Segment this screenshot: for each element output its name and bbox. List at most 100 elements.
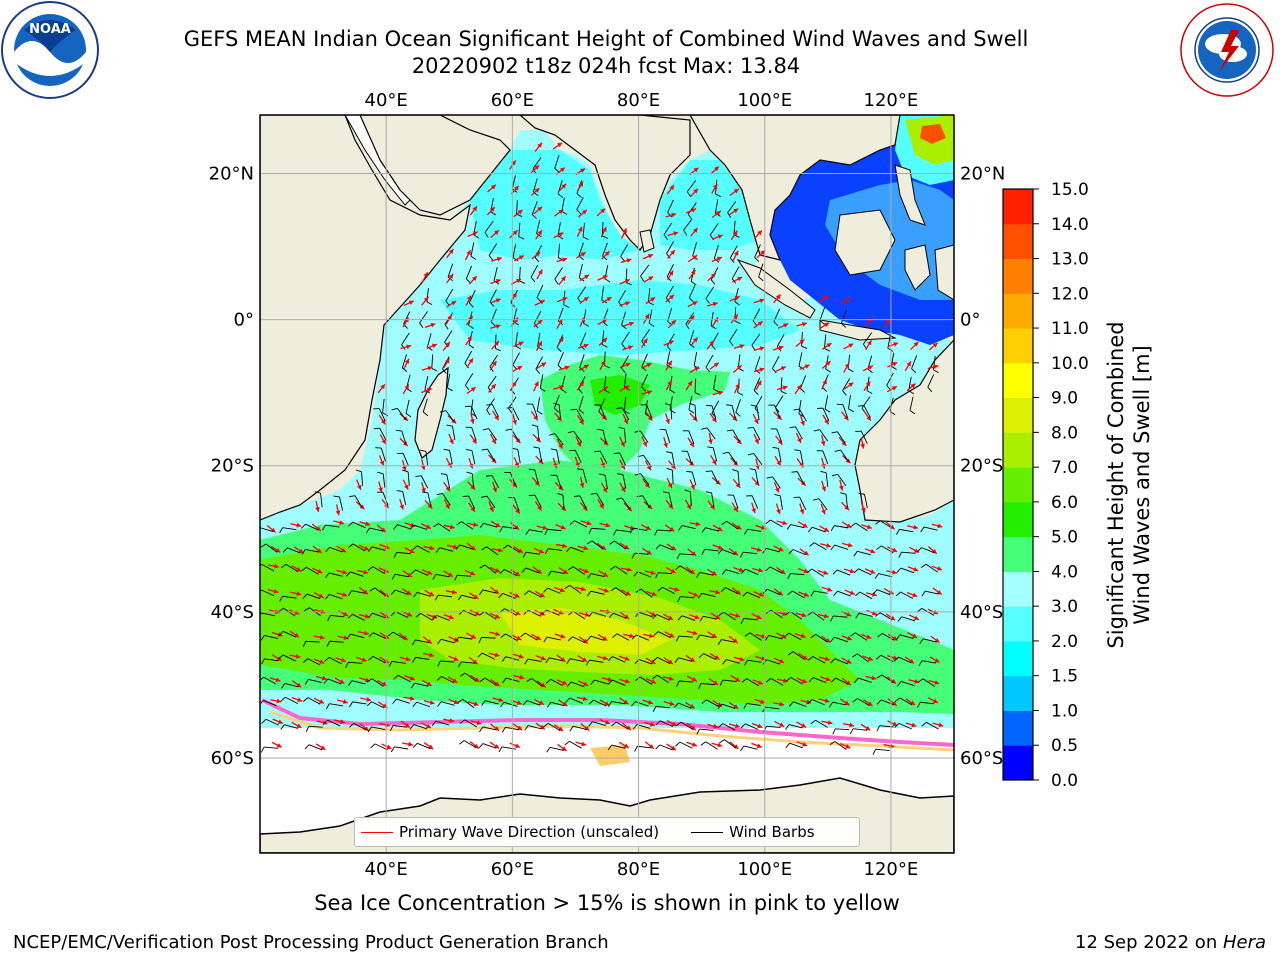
wind-barb-feather <box>602 235 608 239</box>
wave-arrow-head <box>516 635 522 641</box>
wind-barb-feather <box>707 446 714 449</box>
wind-barb <box>528 590 542 598</box>
wind-barb <box>694 405 697 420</box>
wind-barb-feather <box>587 573 592 579</box>
wind-barb-feather <box>696 728 700 735</box>
africa-land <box>260 115 471 521</box>
wind-barb-feather <box>772 368 777 374</box>
wave-arrow-head <box>557 142 562 148</box>
wind-barb <box>746 678 759 687</box>
wind-barb <box>305 549 320 553</box>
wind-barb-feather <box>652 674 658 680</box>
wind-barb-feather <box>465 278 471 284</box>
wind-barb <box>886 372 894 386</box>
wave-arrow-head <box>537 505 542 511</box>
wind-barb-feather <box>524 725 529 731</box>
wind-barb-feather <box>520 632 526 638</box>
wind-barb-feather <box>807 656 814 661</box>
wind-barb-feather <box>621 343 626 349</box>
wind-barb <box>549 746 564 751</box>
colorbar-tick-label: 9.0 <box>1051 389 1078 409</box>
wind-barb <box>470 399 474 414</box>
wave-arrow-head <box>892 721 898 726</box>
wave-arrow-head <box>824 322 830 328</box>
wind-barb-feather <box>666 451 673 454</box>
wind-barb-feather <box>567 430 574 434</box>
wind-barb-feather <box>440 473 447 476</box>
wind-barb-feather <box>788 701 794 707</box>
wave-arrow-head <box>870 569 876 574</box>
wind-barb <box>444 330 453 343</box>
wave-arrow-head <box>515 571 521 576</box>
colorbar-tick-label: 1.0 <box>1051 701 1078 721</box>
wave-arrow-head <box>606 297 612 302</box>
wind-barb <box>285 563 299 573</box>
wind-barb-feather <box>876 674 883 679</box>
wind-barb <box>640 473 650 486</box>
wave-arrow-head <box>800 633 806 639</box>
wind-barb-feather <box>590 492 597 495</box>
wave-arrow-head <box>668 340 674 345</box>
wind-barb-feather <box>701 549 706 555</box>
wave-arrow-head <box>426 681 432 686</box>
wind-barb-feather <box>787 590 793 596</box>
wind-barb <box>414 682 429 687</box>
lat-label-left: 20°S <box>211 456 254 477</box>
wave-arrow-head <box>693 167 699 173</box>
wind-barb <box>601 286 605 301</box>
wave-arrow-head <box>602 487 607 493</box>
wind-barb <box>688 430 695 444</box>
wave-arrow-head <box>473 594 479 599</box>
wind-barb <box>402 453 410 467</box>
wave-arrow-head <box>564 365 570 371</box>
wind-barb-feather <box>877 633 883 638</box>
wind-barb <box>598 398 606 412</box>
wind-barb <box>616 633 630 641</box>
wind-barb <box>458 636 473 640</box>
sri-lanka-land <box>639 229 655 253</box>
wind-barb <box>723 611 736 621</box>
wave-arrow-head <box>296 723 302 728</box>
wave-arrow-head <box>296 567 302 572</box>
wave-arrow-head <box>625 301 631 306</box>
wind-barb <box>811 568 824 577</box>
wave-arrow-head <box>735 677 741 682</box>
wind-barb <box>307 658 321 666</box>
wind-barb <box>574 520 588 528</box>
wind-barb <box>813 677 827 684</box>
wave-arrow-head <box>629 525 635 531</box>
wave-arrow-head <box>827 720 833 725</box>
wind-barb-feather <box>322 719 328 725</box>
wind-barb <box>401 332 410 346</box>
wind-barb <box>753 427 761 441</box>
wave-arrow-head <box>273 588 279 594</box>
wave-arrow-head <box>425 723 431 729</box>
wind-barb-feather <box>610 587 617 592</box>
wind-barb <box>446 474 451 489</box>
wind-barb <box>705 354 714 368</box>
wave-arrow-head <box>711 633 717 638</box>
wind-barb <box>533 311 542 324</box>
wave-arrow-head <box>687 381 693 386</box>
wave-arrow-head <box>937 566 943 571</box>
wave-arrow-head <box>860 443 865 449</box>
map-frame <box>259 114 955 854</box>
wind-barb <box>790 524 805 529</box>
wind-barb-feather <box>908 390 915 395</box>
wind-barb-feather <box>920 563 927 569</box>
wave-arrow-head <box>277 719 283 724</box>
wind-barb-feather <box>554 168 560 173</box>
wind-barb-feather <box>533 446 540 449</box>
wind-barb-feather <box>586 635 592 642</box>
lon-label-top: 120°E <box>864 90 919 111</box>
wind-barb <box>284 724 298 729</box>
colorbar-tick-label: 13.0 <box>1051 250 1089 270</box>
wave-arrow-head <box>449 524 455 530</box>
wind-barb <box>824 334 827 349</box>
wind-barb <box>591 527 606 530</box>
wind-barb-feather <box>537 410 543 415</box>
wave-arrow-head <box>739 344 745 349</box>
wind-barb <box>447 263 454 278</box>
wave-arrow-head <box>718 390 724 396</box>
lat-label-right: 60°S <box>960 748 1003 769</box>
